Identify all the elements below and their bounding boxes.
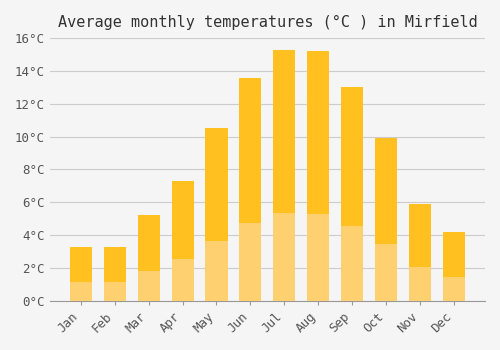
Bar (172, 259, 194, 301)
Bar (70, 282, 92, 301)
Bar (172, 181, 194, 301)
Bar (342, 88, 363, 301)
Bar (138, 216, 160, 301)
Bar (274, 213, 295, 301)
Bar (206, 240, 228, 301)
Bar (443, 277, 465, 301)
Bar (308, 214, 330, 301)
Title: Average monthly temperatures (°C ) in Mirfield: Average monthly temperatures (°C ) in Mi… (58, 15, 478, 30)
Bar (443, 232, 465, 301)
Bar (375, 244, 398, 301)
Bar (308, 51, 330, 301)
Bar (206, 128, 228, 301)
Bar (274, 50, 295, 301)
Bar (342, 226, 363, 301)
Bar (104, 247, 126, 301)
Bar (409, 204, 432, 301)
Bar (138, 271, 160, 301)
Bar (240, 223, 262, 301)
Bar (375, 138, 398, 301)
Bar (409, 267, 432, 301)
Bar (70, 247, 92, 301)
Bar (240, 78, 262, 301)
Bar (104, 282, 126, 301)
